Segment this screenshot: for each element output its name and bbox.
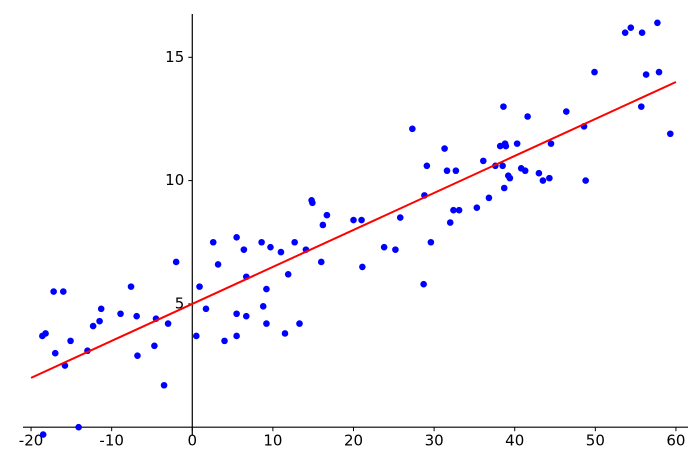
data-point (524, 113, 531, 120)
data-point (591, 68, 598, 76)
data-point (473, 204, 481, 212)
data-point (117, 310, 124, 318)
data-point (380, 243, 388, 251)
data-point (621, 29, 629, 36)
y-tick-label: 15 (165, 48, 184, 66)
data-point (396, 214, 404, 221)
y-tick-label: 5 (175, 294, 185, 312)
x-tick-label: -10 (99, 432, 124, 450)
data-point (151, 342, 158, 350)
data-point (196, 283, 203, 290)
x-tick-label: 40 (505, 432, 524, 450)
data-point (296, 320, 303, 327)
data-point (450, 206, 457, 214)
data-point (500, 184, 508, 192)
data-point (638, 29, 646, 36)
data-point (513, 140, 521, 147)
data-point (291, 238, 298, 246)
regression-line (30, 81, 677, 379)
data-point (160, 381, 168, 389)
x-tick-label: 0 (188, 432, 198, 450)
data-point (221, 337, 228, 345)
data-point (319, 221, 327, 229)
data-point (209, 238, 217, 246)
data-point (277, 248, 285, 256)
data-point (427, 238, 435, 246)
data-point (654, 19, 661, 27)
data-point (202, 305, 210, 313)
data-point (51, 349, 59, 357)
data-point (479, 157, 487, 165)
data-point (164, 320, 172, 327)
data-point (455, 206, 463, 214)
data-point (233, 332, 240, 340)
data-point (443, 167, 451, 175)
data-point (263, 285, 270, 293)
x-tick-label: 50 (586, 432, 605, 450)
data-point (392, 246, 399, 253)
data-point (627, 24, 635, 32)
data-point (39, 431, 47, 438)
data-point (67, 337, 74, 345)
data-point (97, 305, 105, 313)
data-point (446, 219, 454, 226)
x-tick-label: -20 (19, 432, 44, 450)
data-point (420, 280, 427, 288)
data-point (242, 312, 250, 320)
data-point (233, 310, 240, 318)
data-point (309, 199, 316, 207)
data-point (258, 238, 265, 246)
data-point (452, 167, 460, 175)
x-tick-label: 60 (666, 432, 685, 450)
x-tick-label: 10 (263, 432, 282, 450)
data-point (240, 246, 248, 253)
data-point (214, 261, 222, 268)
data-point (359, 263, 366, 271)
data-point (499, 162, 506, 170)
data-point (193, 332, 200, 340)
y-tick-label: 10 (165, 171, 184, 189)
x-tick-label: 20 (344, 432, 363, 450)
data-point (60, 288, 67, 295)
data-point (582, 177, 589, 184)
data-point (134, 352, 141, 359)
data-point (539, 177, 547, 184)
data-point (127, 283, 135, 290)
data-point (547, 140, 555, 147)
data-point (89, 322, 97, 330)
data-point (441, 145, 448, 152)
data-point (358, 216, 365, 224)
data-point (267, 243, 274, 251)
data-point (263, 320, 270, 327)
data-point (75, 423, 82, 431)
data-point (506, 174, 514, 182)
data-point (317, 258, 325, 266)
x-tick-label: 30 (425, 432, 444, 450)
data-point (50, 288, 57, 295)
data-point (637, 103, 645, 110)
data-point (502, 142, 510, 150)
data-point (42, 330, 49, 337)
data-point (485, 194, 493, 202)
data-point (500, 103, 507, 110)
data-point (546, 174, 553, 182)
data-point (423, 162, 431, 170)
data-point (133, 312, 140, 320)
data-point (521, 167, 529, 175)
data-point (350, 216, 357, 224)
data-point (563, 108, 570, 115)
data-point (281, 330, 289, 337)
data-point (655, 68, 663, 76)
data-point (259, 303, 267, 310)
data-point (535, 169, 543, 177)
data-point (642, 71, 650, 78)
data-point (323, 211, 331, 219)
data-point (409, 125, 416, 133)
data-point (96, 317, 103, 325)
data-point (284, 270, 292, 278)
data-point (233, 234, 240, 241)
data-point (172, 258, 180, 266)
data-point (666, 130, 674, 138)
